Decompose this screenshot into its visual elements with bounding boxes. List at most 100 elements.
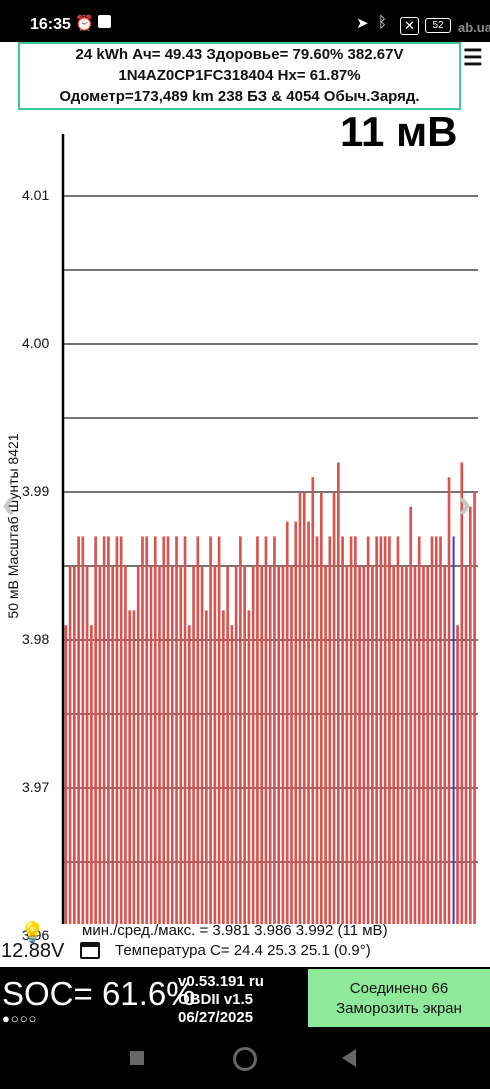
bar xyxy=(90,625,93,924)
home-icon[interactable] xyxy=(233,1047,257,1071)
bar xyxy=(422,566,425,924)
info-line-odometer: Одометр=173,489 km 238 БЗ & 4054 Обыч.За… xyxy=(59,88,420,105)
bar xyxy=(315,536,319,924)
bar xyxy=(256,536,259,924)
bar xyxy=(196,536,200,924)
bar xyxy=(243,566,246,924)
bar xyxy=(187,625,191,924)
bar xyxy=(141,536,144,924)
bar xyxy=(460,462,464,924)
lightbulb-icon[interactable]: 💡 xyxy=(20,922,45,944)
recent-apps-icon[interactable] xyxy=(130,1051,144,1065)
freeze-screen-label: Заморозить экран xyxy=(336,1000,462,1017)
bar xyxy=(464,566,468,924)
system-nav-bar xyxy=(0,1029,490,1089)
bar xyxy=(77,536,80,924)
connection-freeze-button[interactable]: Соединено 66 Заморозить экран xyxy=(308,969,490,1027)
bar xyxy=(388,536,391,924)
version-info: v0.53.191 ru OBDII v1.5 06/27/2025 xyxy=(178,973,264,1027)
bar xyxy=(277,566,281,924)
next-arrow-icon[interactable]: › xyxy=(458,482,472,526)
bar xyxy=(158,566,161,924)
bar xyxy=(136,566,140,924)
bar xyxy=(349,536,353,924)
bar xyxy=(239,536,242,924)
bar xyxy=(281,566,285,924)
y-tick-label: 3.96 xyxy=(22,927,50,943)
bar xyxy=(379,536,383,924)
temperature-readout: Температура С= 24.4 25.3 25.1 (0.9°) xyxy=(115,942,371,959)
connected-status: Соединено 66 xyxy=(349,980,449,997)
battery-info-box[interactable]: 24 kWh Ач= 49.43 Здоровье= 79.60% 382.67… xyxy=(18,42,461,110)
bar xyxy=(107,536,110,924)
bar xyxy=(362,566,366,924)
bar xyxy=(64,625,68,924)
bar xyxy=(260,566,264,924)
location-icon: ➤ xyxy=(356,15,369,32)
bar xyxy=(98,566,102,924)
bar xyxy=(417,536,421,924)
back-icon[interactable] xyxy=(342,1049,356,1067)
bar xyxy=(213,566,217,924)
y-tick-label: 3.97 xyxy=(22,779,50,795)
soc-readout: SOC= 61.6% xyxy=(2,975,196,1012)
prev-arrow-icon[interactable]: ‹ xyxy=(2,482,16,526)
bar xyxy=(205,610,208,924)
calendar-icon[interactable] xyxy=(80,942,100,959)
no-sim-icon: ✕ xyxy=(400,17,419,35)
bar xyxy=(145,536,149,924)
bar xyxy=(336,462,340,924)
bar xyxy=(354,536,357,924)
bar xyxy=(209,536,212,924)
bar xyxy=(226,566,229,924)
bar xyxy=(319,492,323,924)
bar xyxy=(358,566,361,924)
bar xyxy=(200,566,204,924)
bar xyxy=(290,566,293,924)
bar xyxy=(94,536,97,924)
bar xyxy=(166,536,170,924)
chart-bars xyxy=(64,462,476,924)
bar xyxy=(392,566,396,924)
bar xyxy=(111,566,114,924)
bar xyxy=(430,536,434,924)
y-tick-label: 3.99 xyxy=(22,483,50,499)
bar xyxy=(383,536,387,924)
bar xyxy=(115,536,119,924)
bar xyxy=(298,492,302,924)
bar xyxy=(345,566,349,924)
bar xyxy=(273,536,276,924)
bar xyxy=(68,566,72,924)
bar xyxy=(341,536,344,924)
bar xyxy=(468,506,472,924)
date: 06/27/2025 xyxy=(178,1009,254,1026)
bottom-bar: SOC= 61.6% ●○○○ v0.53.191 ru OBDII v1.5 … xyxy=(0,967,490,1029)
bar xyxy=(234,566,238,924)
bar xyxy=(268,566,272,924)
cell-voltage-chart[interactable]: 110203040506070809096 xyxy=(0,84,490,924)
bar xyxy=(307,521,310,924)
y-tick-label: 4.00 xyxy=(22,335,50,351)
menu-icon[interactable]: ☰ xyxy=(463,45,483,70)
bar xyxy=(405,566,408,924)
bar xyxy=(447,477,451,924)
bar xyxy=(119,536,123,924)
bar xyxy=(302,492,306,924)
bar xyxy=(132,610,136,924)
y-tick-label: 4.01 xyxy=(22,187,50,203)
bar xyxy=(170,566,174,924)
bar xyxy=(396,536,400,924)
alarm-icon: ⏰ xyxy=(75,15,94,32)
bar xyxy=(162,536,166,924)
scale-label: 11 мВ xyxy=(340,108,458,155)
bar xyxy=(128,610,132,924)
bar xyxy=(371,566,374,924)
bar xyxy=(324,566,327,924)
bar xyxy=(85,566,89,924)
min-avg-max-stats: мин./сред./макс. = 3.981 3.986 3.992 (11… xyxy=(82,922,388,939)
bar xyxy=(375,536,378,924)
bar xyxy=(409,506,413,924)
bar xyxy=(443,566,447,924)
bar xyxy=(400,566,404,924)
bar xyxy=(311,477,315,924)
